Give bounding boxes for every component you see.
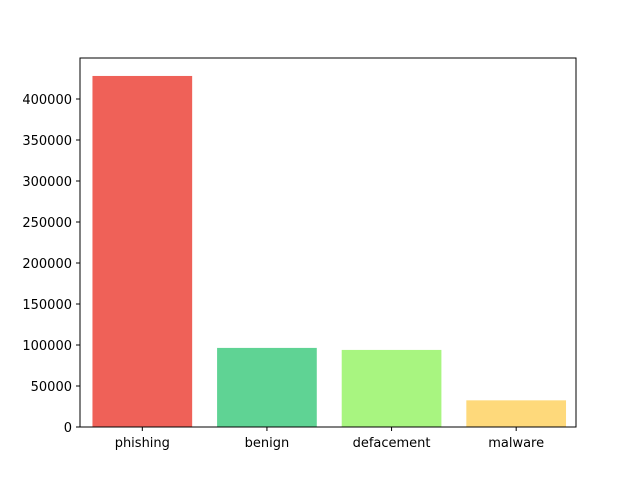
x-tick-label: benign	[245, 436, 290, 451]
y-tick-label: 150000	[22, 298, 72, 313]
x-tick-label: defacement	[353, 436, 431, 451]
y-tick-label: 200000	[22, 257, 72, 272]
y-tick-label: 300000	[22, 175, 72, 190]
plot-frame	[79, 57, 577, 428]
bar-phishing	[92, 75, 193, 428]
y-axis-ticks: 0 50000 100000 150000 200000 250000 300000 3500…	[22, 93, 80, 436]
bar-defacement	[341, 349, 442, 427]
y-tick-label: 400000	[22, 93, 72, 108]
y-tick-label: 350000	[22, 134, 72, 149]
bar-malware	[466, 400, 567, 427]
y-tick-label: 250000	[22, 216, 72, 231]
y-tick-label: 0	[64, 421, 72, 436]
bar-benign	[217, 347, 317, 427]
x-axis-ticks: phishing benign defacement malware	[115, 427, 544, 451]
y-tick-label: 100000	[22, 339, 72, 354]
x-tick-label: phishing	[115, 436, 170, 451]
x-tick-label: malware	[488, 436, 544, 451]
bars	[92, 75, 567, 428]
y-tick-label: 50000	[31, 380, 72, 395]
